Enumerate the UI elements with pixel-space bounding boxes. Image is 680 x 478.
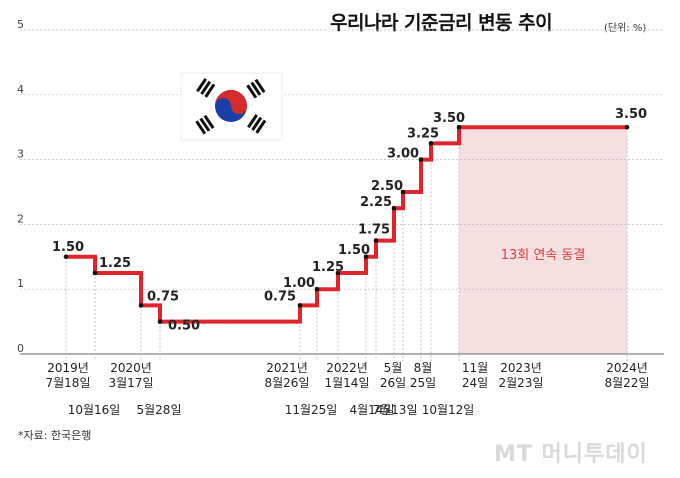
unit-label: (단위: %) [604, 23, 647, 34]
date-label: 2023년 2월23일 [499, 361, 544, 390]
freeze-period-band [459, 127, 627, 354]
value-label: 3.50 [433, 111, 465, 126]
data-point [391, 205, 397, 211]
data-point [138, 303, 144, 308]
date-label-line: 2023년 [500, 361, 542, 375]
date-label-line: 8월 [414, 361, 433, 375]
date-label-line: 5월 [384, 361, 403, 375]
date-label-line: 1월14일 [325, 376, 370, 390]
data-point [92, 270, 98, 276]
value-label: 0.50 [168, 319, 200, 334]
date-label: 2020년 3월17일 [109, 361, 154, 390]
source-note: *자료: 한국은행 [18, 429, 92, 442]
data-point [363, 254, 369, 260]
y-tick-label: 0 [17, 342, 24, 355]
date-label-line: 11월 [462, 361, 488, 375]
date-label: 10월12일 [422, 403, 475, 417]
date-label-line: 2024년 [606, 361, 648, 375]
date-label: 8월 25일 [410, 361, 436, 390]
value-label: 0.75 [264, 289, 296, 304]
data-point [456, 124, 462, 130]
data-point [400, 189, 406, 195]
value-label: 2.25 [360, 195, 392, 210]
freeze-annotation: 13회 연속 동결 [501, 248, 586, 263]
data-point [297, 303, 303, 308]
y-tick-label: 2 [17, 212, 24, 225]
date-label: 11월 24일 [462, 361, 488, 390]
date-label-line: 2021년 [266, 361, 308, 375]
date-label-line: 2월23일 [499, 376, 544, 390]
value-label: 1.25 [312, 260, 344, 275]
value-label: 1.75 [358, 223, 390, 238]
date-label: 2024년 8월22일 [605, 361, 650, 390]
data-point [335, 270, 341, 276]
date-label: 2021년 8월26일 [265, 361, 310, 390]
date-label-line: 2022년 [326, 361, 368, 375]
date-label-line: 7월13일 [373, 403, 418, 417]
value-label: 1.50 [338, 243, 370, 258]
value-label: 1.50 [52, 240, 84, 255]
y-tick-label: 1 [17, 277, 24, 290]
date-label-line: 4월14일 [350, 403, 395, 417]
value-label: 3.00 [387, 147, 419, 162]
value-label: 1.00 [283, 276, 315, 291]
date-label: 10월16일 [68, 403, 121, 417]
date-label-line: 8월22일 [605, 376, 650, 390]
date-label-line: 5월28일 [137, 403, 182, 417]
value-label: 1.25 [99, 256, 131, 271]
data-point [624, 124, 630, 130]
date-label: 7월13일 [373, 403, 418, 417]
date-label: 4월14일 [350, 403, 395, 417]
value-label: 2.50 [371, 179, 403, 194]
date-label: 5월 26일 [380, 361, 406, 390]
date-label-line: 10월16일 [68, 403, 121, 417]
y-tick-label: 5 [17, 18, 24, 31]
date-label-line: 7월18일 [46, 376, 91, 390]
data-point [428, 141, 434, 146]
value-label: 0.75 [147, 289, 179, 304]
value-label: 3.25 [407, 126, 439, 141]
chart-title: 우리나라 기준금리 변동 추이 [330, 12, 553, 34]
date-label-line: 24일 [462, 376, 488, 390]
y-tick-label: 4 [17, 83, 24, 96]
data-point [418, 157, 424, 162]
date-label-line: 25일 [410, 376, 436, 390]
data-point [314, 286, 320, 292]
date-label-line: 10월12일 [422, 403, 475, 417]
data-point [63, 254, 69, 260]
data-point [157, 319, 163, 324]
date-label: 2022년 1월14일 [325, 361, 370, 390]
rate-step-line [66, 125, 627, 324]
y-tick-label: 3 [17, 148, 24, 161]
publisher-logo: MT 머니투데이 [494, 442, 648, 467]
value-label: 3.50 [615, 107, 647, 122]
data-point [373, 238, 379, 243]
korea-flag-icon [180, 72, 283, 141]
date-label: 5월28일 [137, 403, 182, 417]
date-label: 11월25일 [285, 403, 338, 417]
date-label-line: 2020년 [110, 361, 152, 375]
date-label-line: 8월26일 [265, 376, 310, 390]
date-label: 2019년 7월18일 [46, 361, 91, 390]
date-label-line: 26일 [380, 376, 406, 390]
date-label-line: 2019년 [47, 361, 89, 375]
date-label-line: 3월17일 [109, 376, 154, 390]
date-label-line: 11월25일 [285, 403, 338, 417]
